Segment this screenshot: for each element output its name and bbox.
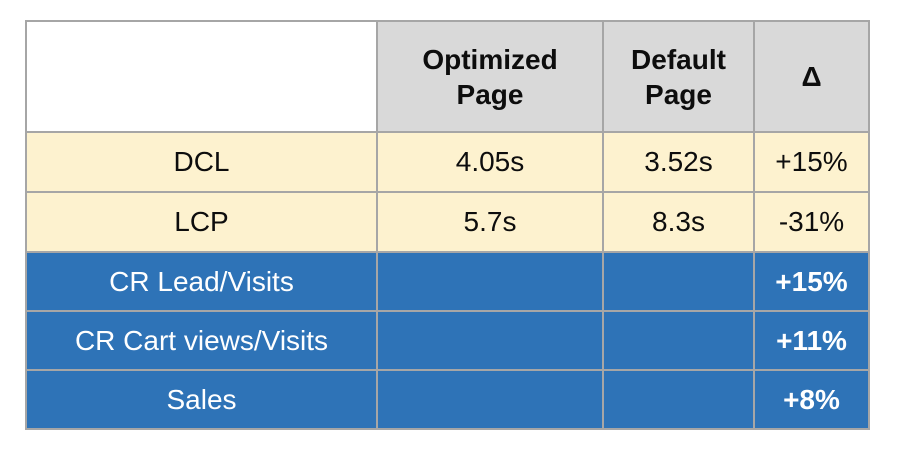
sales-default-value — [602, 369, 755, 430]
cr-cart-optimized-value — [376, 310, 604, 371]
cr-lead-delta-value: +15% — [753, 251, 870, 312]
dcl-delta-value: +15% — [753, 131, 870, 193]
table-row-cr-cart-views-visits: CR Cart views/Visits +11% — [25, 310, 870, 371]
results-table: Optimized Page Default Page Δ DCL 4.05s … — [25, 20, 870, 430]
dcl-optimized-value: 4.05s — [376, 131, 604, 193]
table-row-dcl: DCL 4.05s 3.52s +15% — [25, 131, 870, 193]
lcp-delta-value: -31% — [753, 191, 870, 253]
lcp-optimized-value: 5.7s — [376, 191, 604, 253]
column-header-optimized-page: Optimized Page — [376, 20, 604, 133]
sales-optimized-value — [376, 369, 604, 430]
cr-cart-delta-value: +11% — [753, 310, 870, 371]
sales-delta-value: +8% — [753, 369, 870, 430]
column-header-default-page: Default Page — [602, 20, 755, 133]
corner-cell — [25, 20, 378, 133]
cr-lead-default-value — [602, 251, 755, 312]
column-header-delta: Δ — [753, 20, 870, 133]
table-header-row: Optimized Page Default Page Δ — [25, 20, 870, 133]
dcl-default-value: 3.52s — [602, 131, 755, 193]
row-label-sales: Sales — [25, 369, 378, 430]
row-label-cr-cart-views-visits: CR Cart views/Visits — [25, 310, 378, 371]
table-row-cr-lead-visits: CR Lead/Visits +15% — [25, 251, 870, 312]
lcp-default-value: 8.3s — [602, 191, 755, 253]
table-row-lcp: LCP 5.7s 8.3s -31% — [25, 191, 870, 253]
row-label-cr-lead-visits: CR Lead/Visits — [25, 251, 378, 312]
cr-cart-default-value — [602, 310, 755, 371]
table-row-sales: Sales +8% — [25, 369, 870, 430]
row-label-lcp: LCP — [25, 191, 378, 253]
row-label-dcl: DCL — [25, 131, 378, 193]
cr-lead-optimized-value — [376, 251, 604, 312]
